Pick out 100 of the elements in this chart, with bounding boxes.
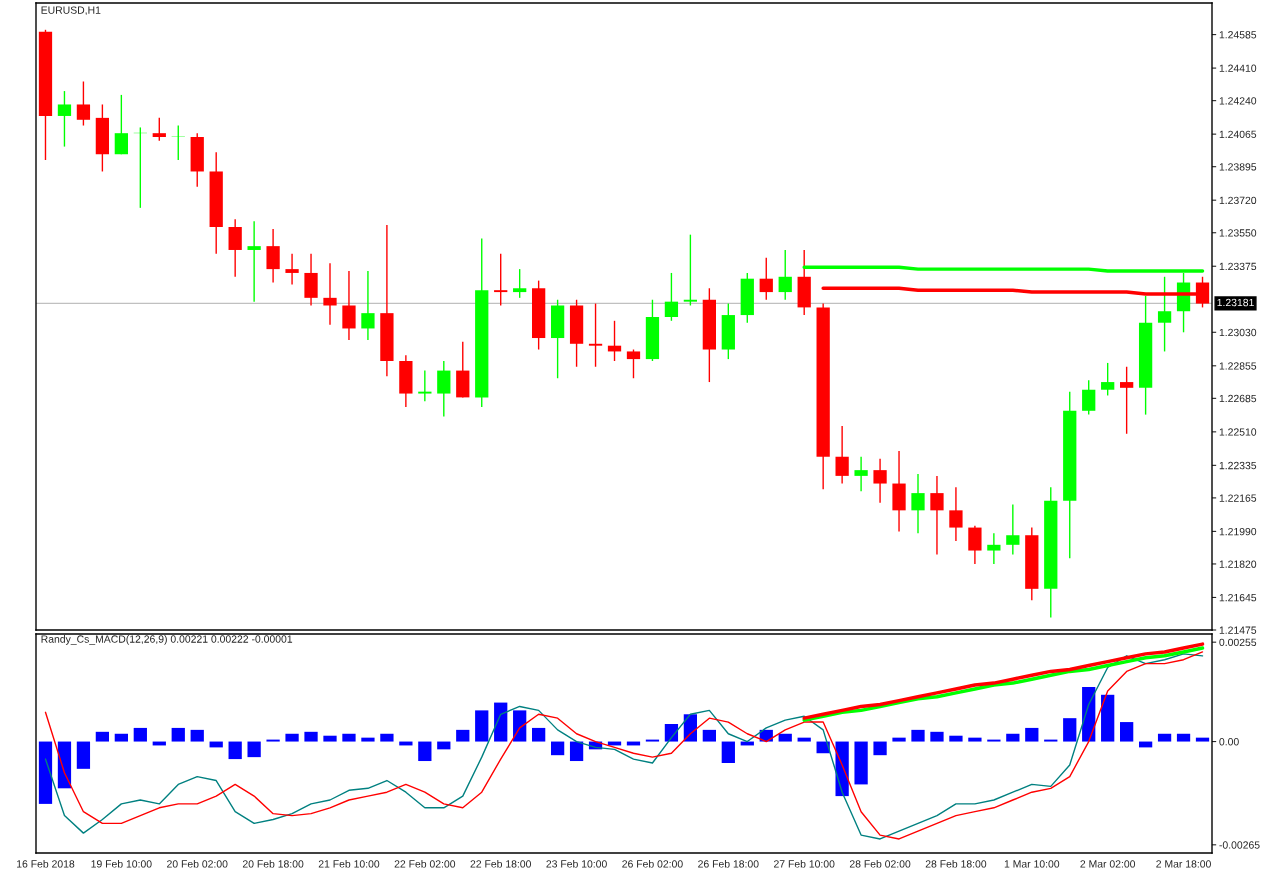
x-tick-label: 1 Mar 10:00 xyxy=(1004,860,1060,868)
candlestick xyxy=(76,80,91,127)
bar xyxy=(1195,737,1210,742)
y-tick-label: 1.21820 xyxy=(1219,560,1257,568)
bar xyxy=(114,733,128,742)
candlestick xyxy=(285,253,299,286)
candlestick xyxy=(114,94,128,155)
bar xyxy=(1101,694,1115,742)
bar xyxy=(1006,733,1020,742)
bar xyxy=(513,710,527,742)
candlestick xyxy=(342,270,356,341)
x-tick-label: 2 Mar 02:00 xyxy=(1080,860,1136,868)
y-tick-label: -0.00265 xyxy=(1219,841,1260,849)
candlestick xyxy=(987,532,1001,565)
bar xyxy=(664,724,679,742)
bar xyxy=(854,741,868,785)
y-tick-label: 1.21475 xyxy=(1219,626,1257,634)
bar xyxy=(456,729,470,742)
bar xyxy=(949,735,963,742)
bar xyxy=(1025,727,1039,742)
candlestick xyxy=(228,218,242,278)
candlestick xyxy=(1120,366,1134,435)
x-tick-label: 19 Feb 10:00 xyxy=(91,859,152,868)
y-tick-label: 1.24410 xyxy=(1219,64,1257,72)
candlestick xyxy=(57,90,72,148)
bar xyxy=(569,741,584,762)
candlestick xyxy=(930,475,944,556)
candlestick xyxy=(1101,362,1115,397)
candlestick xyxy=(361,270,375,341)
bar xyxy=(1063,718,1077,742)
candlestick xyxy=(626,348,641,379)
candlestick xyxy=(418,369,432,402)
y-tick-label: 1.23550 xyxy=(1219,229,1257,237)
candlestick xyxy=(873,457,887,504)
bar xyxy=(1176,733,1191,742)
bar xyxy=(797,737,811,742)
candlestick xyxy=(494,253,508,307)
bar xyxy=(171,727,185,742)
bar xyxy=(873,741,887,756)
candlestick xyxy=(664,272,679,322)
bar xyxy=(892,737,906,742)
bar xyxy=(968,737,982,742)
y-tick-label: 0.00255 xyxy=(1219,638,1257,647)
candlestick xyxy=(266,228,280,284)
y-tick-label: 1.22165 xyxy=(1219,494,1257,502)
ref-line-label: 1.23181 xyxy=(1217,298,1254,307)
y-tick-label: 1.23030 xyxy=(1219,328,1257,337)
bar xyxy=(721,741,735,763)
y-tick-label: 1.21990 xyxy=(1219,527,1257,536)
candlestick xyxy=(778,249,792,301)
bar xyxy=(380,733,394,742)
candlestick xyxy=(683,233,698,307)
x-tick-label: 2 Mar 18:00 xyxy=(1156,860,1211,868)
bar xyxy=(38,741,53,804)
bar xyxy=(95,731,110,742)
candlestick xyxy=(513,268,527,299)
y-tick-label: 0.00 xyxy=(1219,738,1239,746)
x-tick-label: 27 Feb 10:00 xyxy=(774,859,835,868)
candlestick xyxy=(759,256,773,301)
x-tick-label: 20 Feb 02:00 xyxy=(167,859,228,868)
candlestick xyxy=(1157,276,1172,353)
y-tick-label: 1.22685 xyxy=(1219,394,1257,403)
x-tick-label: 23 Feb 10:00 xyxy=(546,859,607,868)
y-tick-label: 1.22335 xyxy=(1219,461,1257,470)
bar xyxy=(361,737,375,742)
x-tick-label: 26 Feb 18:00 xyxy=(698,859,759,868)
candlestick xyxy=(1006,503,1020,556)
x-tick-label: 22 Feb 02:00 xyxy=(394,859,456,868)
candlestick xyxy=(1082,379,1096,416)
bar xyxy=(285,733,299,742)
x-tick-label: 28 Feb 02:00 xyxy=(849,859,911,868)
y-tick-label: 1.24585 xyxy=(1219,31,1257,39)
bar xyxy=(247,741,261,758)
bar xyxy=(304,731,318,742)
x-tick-label: 26 Feb 02:00 xyxy=(622,859,683,868)
candlestick xyxy=(152,117,166,142)
bar xyxy=(418,741,432,762)
y-tick-label: 1.22855 xyxy=(1219,362,1257,370)
bar xyxy=(911,729,925,742)
y-tick-label: 1.24065 xyxy=(1219,130,1257,139)
chart-title: EURUSD,H1 xyxy=(41,6,101,16)
y-tick-label: 1.21645 xyxy=(1219,593,1257,602)
y-tick-label: 1.24240 xyxy=(1219,97,1257,105)
x-tick-label: 21 Feb 10:00 xyxy=(318,859,380,868)
x-tick-label: 22 Feb 18:00 xyxy=(470,859,531,868)
bar xyxy=(778,733,792,742)
bar xyxy=(323,735,337,742)
bar xyxy=(133,727,147,742)
bar xyxy=(342,733,356,742)
y-tick-label: 1.23720 xyxy=(1219,196,1257,205)
bar xyxy=(190,729,204,742)
bar xyxy=(1157,733,1172,742)
candlestick xyxy=(323,262,337,326)
candlestick xyxy=(835,425,849,485)
y-tick-label: 1.23895 xyxy=(1219,163,1257,171)
candlestick xyxy=(911,473,925,535)
x-tick-label: 20 Feb 18:00 xyxy=(242,859,304,868)
candlestick xyxy=(247,220,261,303)
bar xyxy=(475,710,489,742)
candlestick xyxy=(854,456,868,492)
